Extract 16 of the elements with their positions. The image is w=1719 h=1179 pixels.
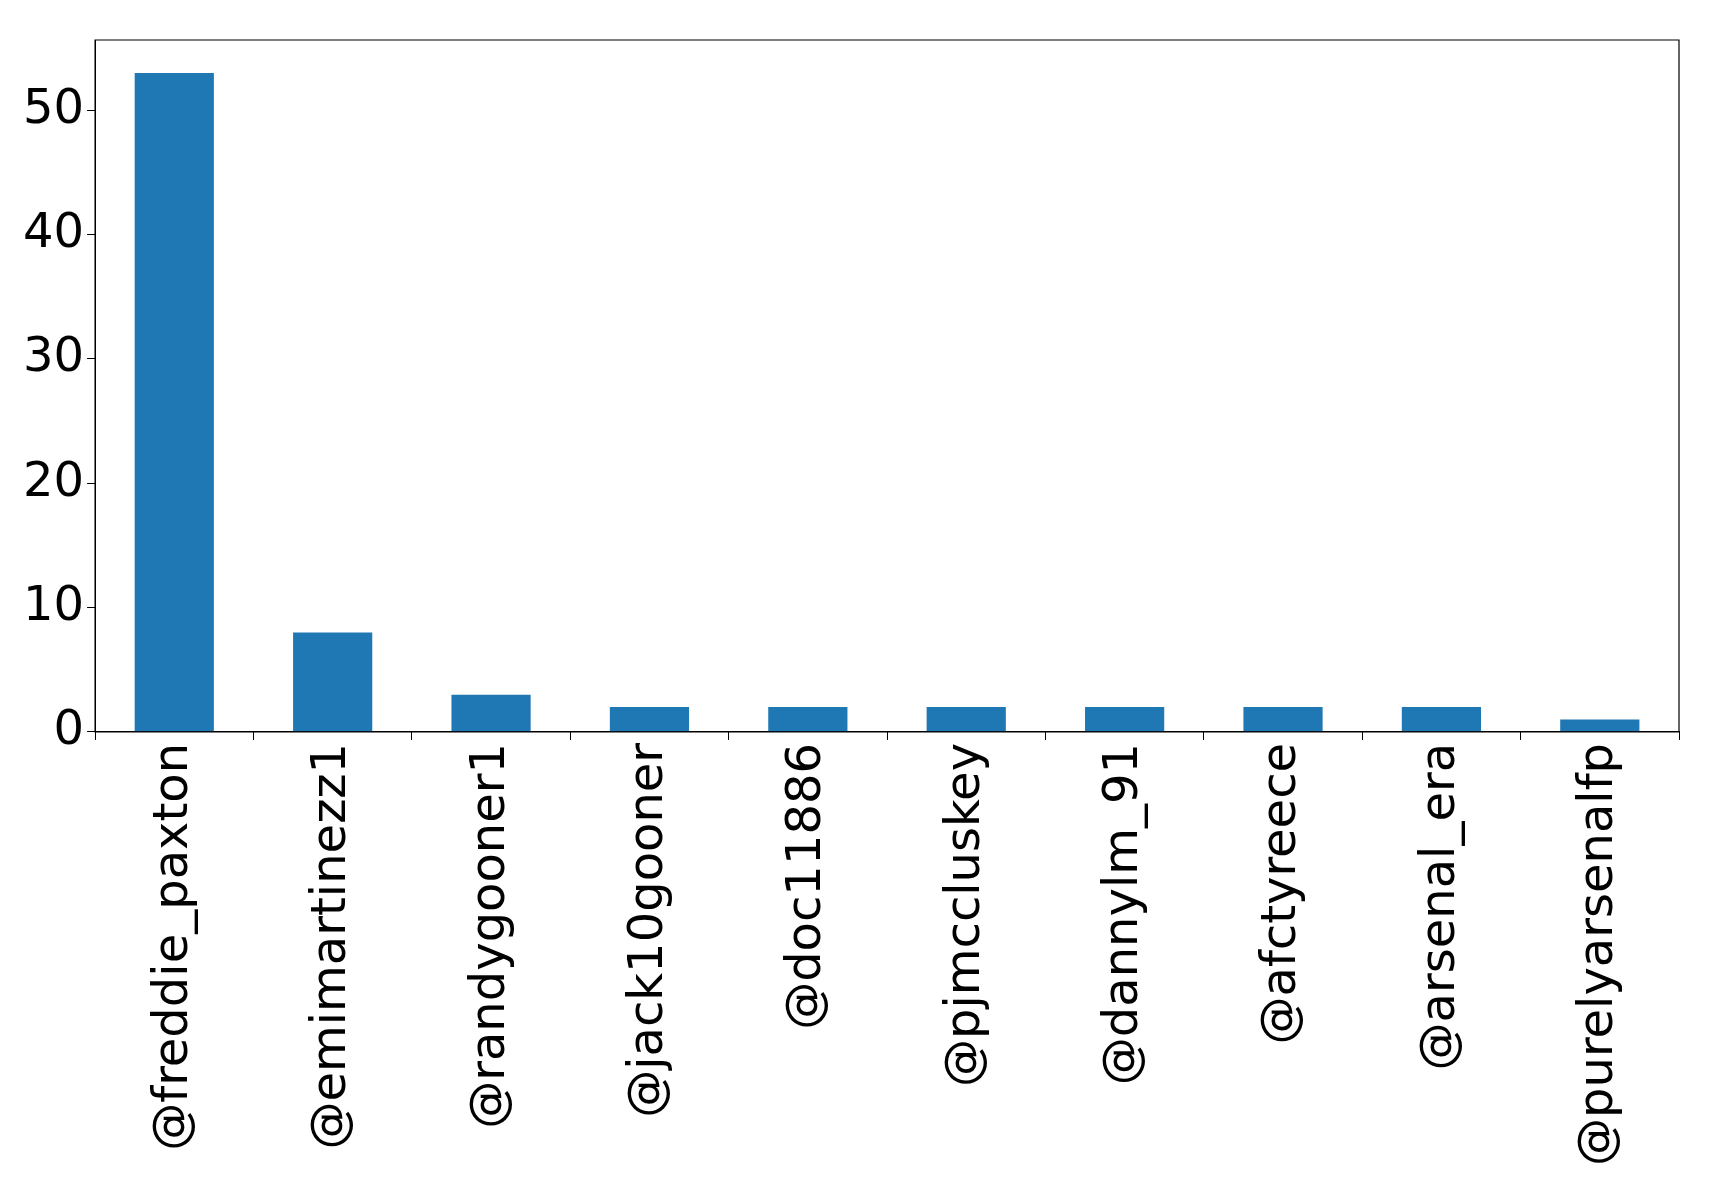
x-tick-label: @emimartinezz1 xyxy=(300,742,357,1150)
x-tick-label: @dannylm_91 xyxy=(1092,742,1149,1086)
y-tick-label: 30 xyxy=(23,326,85,383)
y-tick-label: 0 xyxy=(53,699,85,756)
y-tick-label: 50 xyxy=(23,77,85,134)
x-tick-label: @jack10gooner xyxy=(616,742,673,1118)
y-tick-label: 20 xyxy=(23,450,85,507)
x-tick-label: @freddie_paxton xyxy=(141,742,198,1151)
y-tick-label: 10 xyxy=(23,575,85,632)
y-tick-label: 40 xyxy=(23,202,85,259)
x-tick-label: @afctyreece xyxy=(1250,742,1307,1045)
x-tick-label: @doc11886 xyxy=(775,742,832,1030)
x-tick-label: @purelyarsenalfp xyxy=(1567,742,1624,1167)
x-tick-label: @randygooner1 xyxy=(458,742,515,1129)
x-tick-label: @arsenal_era xyxy=(1408,742,1465,1071)
x-tick-label: @pjmccluskey xyxy=(933,742,990,1088)
